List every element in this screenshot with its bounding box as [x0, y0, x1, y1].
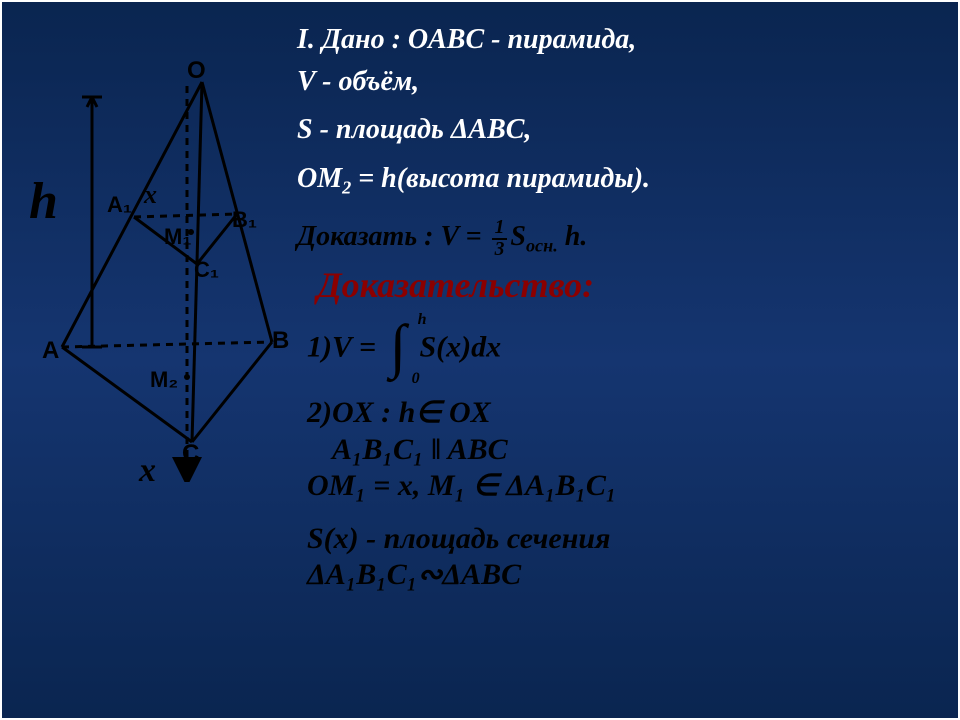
label-h: h: [29, 172, 58, 231]
text-content: I. Дано : OABC - пирамида, V - объём, S …: [297, 24, 947, 593]
prove-prefix: Доказать : V =: [297, 221, 489, 252]
label-M2: M₂: [150, 367, 178, 393]
given-line3: S - площадь ΔABC,: [297, 114, 947, 146]
label-x-axis: x: [139, 452, 156, 490]
proof-step1: 1)V = h∫0 S(x)dx: [307, 325, 947, 375]
integral-sign: ∫: [390, 313, 406, 379]
proof-step6: ΔA₁B₁C₁∾ΔABC: [307, 558, 947, 593]
om-text: OM: [297, 163, 342, 194]
label-A1: A₁: [107, 192, 132, 218]
label-C: C: [182, 440, 199, 468]
p1b: S(x)dx: [412, 330, 501, 363]
prove-line: Доказать : V = 13Sосн. h.: [297, 218, 947, 259]
p1a: 1)V =: [307, 330, 384, 363]
proof-step2: 2)OX : h∈ OX: [307, 396, 947, 431]
given-line2: V - объём,: [297, 66, 947, 98]
om-sub: 2: [342, 177, 351, 197]
int-upper: h: [418, 311, 427, 329]
prove-sub: осн.: [526, 236, 558, 256]
given-line1: I. Дано : OABC - пирамида,: [297, 24, 947, 56]
label-B: B: [272, 327, 289, 355]
label-B1: B₁: [232, 207, 257, 233]
frac-num: 1: [492, 218, 508, 240]
frac-den: 3: [492, 240, 508, 260]
proof-step4: OM₁ = x, M₁ ∈ ΔA₁B₁C₁: [307, 469, 947, 504]
label-A: A: [42, 337, 59, 365]
proof-header: Доказательство:: [317, 265, 947, 306]
proof-step5: S(x) - площадь сечения: [307, 522, 947, 557]
label-O: O: [187, 57, 206, 85]
label-M1: M₁: [164, 224, 191, 250]
pyramid-diagram: O A B C A₁ B₁ C₁ M₁ M₂ h x x: [32, 52, 292, 482]
proof-step3: A₁B₁C₁ ‖ ABC: [332, 433, 947, 468]
integral-symbol: h∫0: [390, 325, 406, 375]
fraction-one-third: 13: [492, 218, 508, 259]
label-x-small: x: [144, 180, 157, 210]
given-line4: OM2 = h(высота пирамиды).: [297, 163, 947, 199]
diagram-svg: [32, 52, 292, 482]
prove-sa: S: [510, 221, 526, 252]
given-l4b: = h(высота пирамиды).: [351, 163, 650, 194]
int-lower: 0: [412, 370, 420, 388]
prove-sb: h.: [558, 221, 588, 252]
label-C1: C₁: [194, 257, 219, 283]
